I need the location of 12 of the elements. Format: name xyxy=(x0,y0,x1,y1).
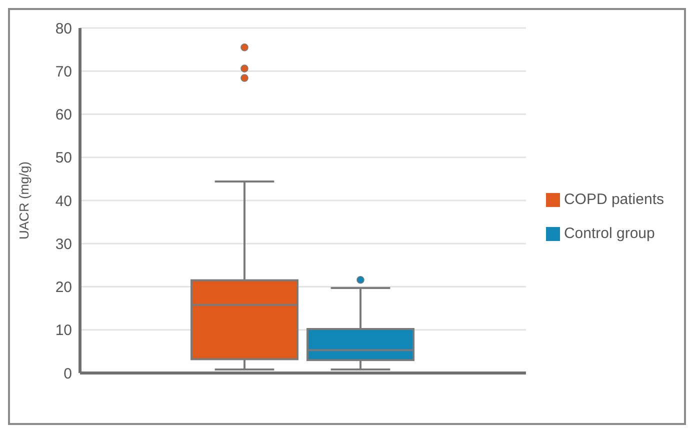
legend-label: Control group xyxy=(564,224,655,242)
y-tick-label: 10 xyxy=(55,322,72,340)
y-tick-label: 60 xyxy=(55,106,72,124)
y-tick-label: 50 xyxy=(55,150,72,167)
y-axis-title: UACR (mg/g) xyxy=(16,161,32,240)
y-tick-label: 40 xyxy=(55,192,72,210)
y-tick-label: 20 xyxy=(55,279,72,296)
y-tick-label: 80 xyxy=(55,20,72,38)
y-tick-label: 0 xyxy=(64,365,72,382)
legend-label: COPD patients xyxy=(564,190,664,208)
y-tick-label: 70 xyxy=(55,63,72,80)
y-tick-label: 30 xyxy=(55,236,72,253)
